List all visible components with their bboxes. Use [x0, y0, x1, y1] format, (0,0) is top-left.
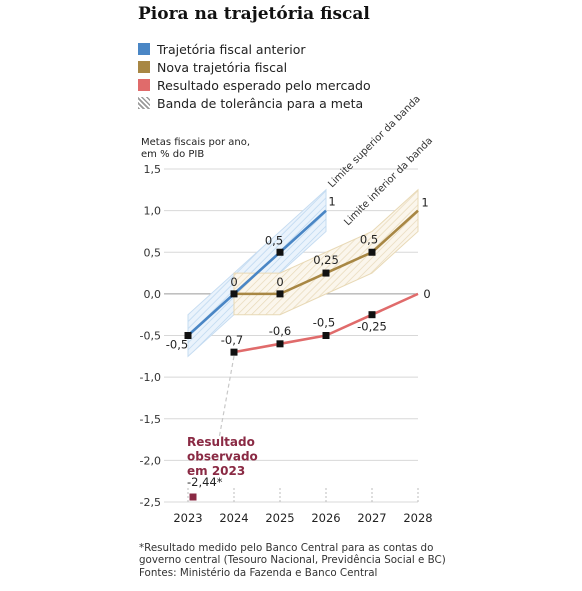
data-point-marker [230, 290, 238, 298]
band-new [233, 188, 419, 316]
x-tick-label: 2023 [173, 511, 202, 525]
legend: Trajetória fiscal anterior Nova trajetór… [138, 40, 371, 112]
data-label: 0 [423, 287, 430, 301]
footnote: *Resultado medido pelo Banco Central par… [139, 542, 446, 579]
data-label: 0,5 [265, 233, 283, 247]
data-label: 0,5 [360, 232, 378, 246]
x-tick-label: 2027 [357, 511, 386, 525]
data-point-marker [322, 269, 330, 277]
y-tick-label: -2,5 [140, 496, 161, 509]
x-tick-label: 2028 [403, 511, 432, 525]
data-label: -0,5 [313, 316, 335, 330]
x-tick-label: 2024 [219, 511, 248, 525]
legend-swatch-market [138, 79, 150, 91]
data-label: 0,25 [313, 253, 339, 267]
data-label: -0,25 [357, 320, 387, 334]
y-tick-label: -0,5 [140, 330, 161, 343]
y-tick-label: 1,5 [144, 163, 162, 176]
observed-annotation-line: em 2023 [187, 464, 245, 478]
footnote-source: Fontes: Ministério da Fazenda e Banco Ce… [139, 566, 378, 579]
legend-label-previous: Trajetória fiscal anterior [157, 41, 306, 57]
y-tick-label: 0,5 [144, 246, 162, 259]
legend-item-previous: Trajetória fiscal anterior [138, 40, 371, 58]
observed-value-label: -2,44* [187, 475, 223, 489]
footnote-line-1: *Resultado medido pelo Banco Central par… [139, 542, 434, 554]
data-point-marker [368, 311, 376, 319]
band-label-upper: Limite superior da banda [326, 94, 422, 190]
chart-title: Piora na trajetória fiscal [138, 4, 370, 24]
data-point-marker [276, 248, 284, 256]
y-tick-label: 1,0 [144, 205, 162, 218]
observed-connector [218, 356, 235, 438]
x-tick-label: 2025 [265, 511, 294, 525]
observed-annotation-line: observado [187, 450, 258, 464]
y-tick-label: -1,0 [140, 371, 161, 384]
y-tick-label: 0,0 [144, 288, 162, 301]
x-tick-label: 2026 [311, 511, 340, 525]
legend-item-band: Banda de tolerância para a meta [138, 94, 371, 112]
y-axis-title: Metas fiscais por ano, em % do PIB [141, 137, 250, 161]
data-label: -0,5 [166, 338, 188, 352]
y-tick-label: -1,5 [140, 413, 161, 426]
legend-item-market: Resultado esperado pelo mercado [138, 76, 371, 94]
data-point-marker [322, 332, 330, 339]
series-line-0 [187, 209, 327, 337]
legend-label-market: Resultado esperado pelo mercado [157, 77, 371, 93]
observed-annotation-line: Resultado [187, 435, 255, 449]
data-point-marker [276, 290, 284, 298]
data-label: 1 [328, 195, 335, 209]
data-point-marker [368, 248, 376, 256]
legend-swatch-band [138, 97, 150, 109]
band-label-lower: Limite inferior da banda [342, 135, 435, 228]
footnote-line-2: governo central (Tesouro Nacional, Previ… [139, 554, 446, 567]
y-axis-title-line-1: Metas fiscais por ano, [141, 137, 251, 148]
legend-label-new: Nova trajetória fiscal [157, 59, 288, 75]
data-label: 1 [421, 196, 428, 210]
data-label: -0,6 [269, 324, 291, 338]
legend-swatch-previous [138, 43, 150, 55]
data-point-marker [276, 340, 284, 348]
data-label: -0,7 [221, 333, 243, 347]
legend-item-new: Nova trajetória fiscal [138, 58, 371, 76]
data-label: 0 [276, 275, 283, 289]
observed-marker [189, 493, 197, 501]
data-point-marker [184, 332, 192, 339]
data-label: 0 [230, 275, 237, 289]
data-point-marker [230, 348, 238, 356]
legend-swatch-new [138, 61, 150, 73]
y-axis-title-line-2: em % do PIB [141, 149, 205, 160]
y-tick-label: -2,0 [140, 454, 161, 467]
legend-label-band: Banda de tolerância para a meta [157, 95, 364, 111]
